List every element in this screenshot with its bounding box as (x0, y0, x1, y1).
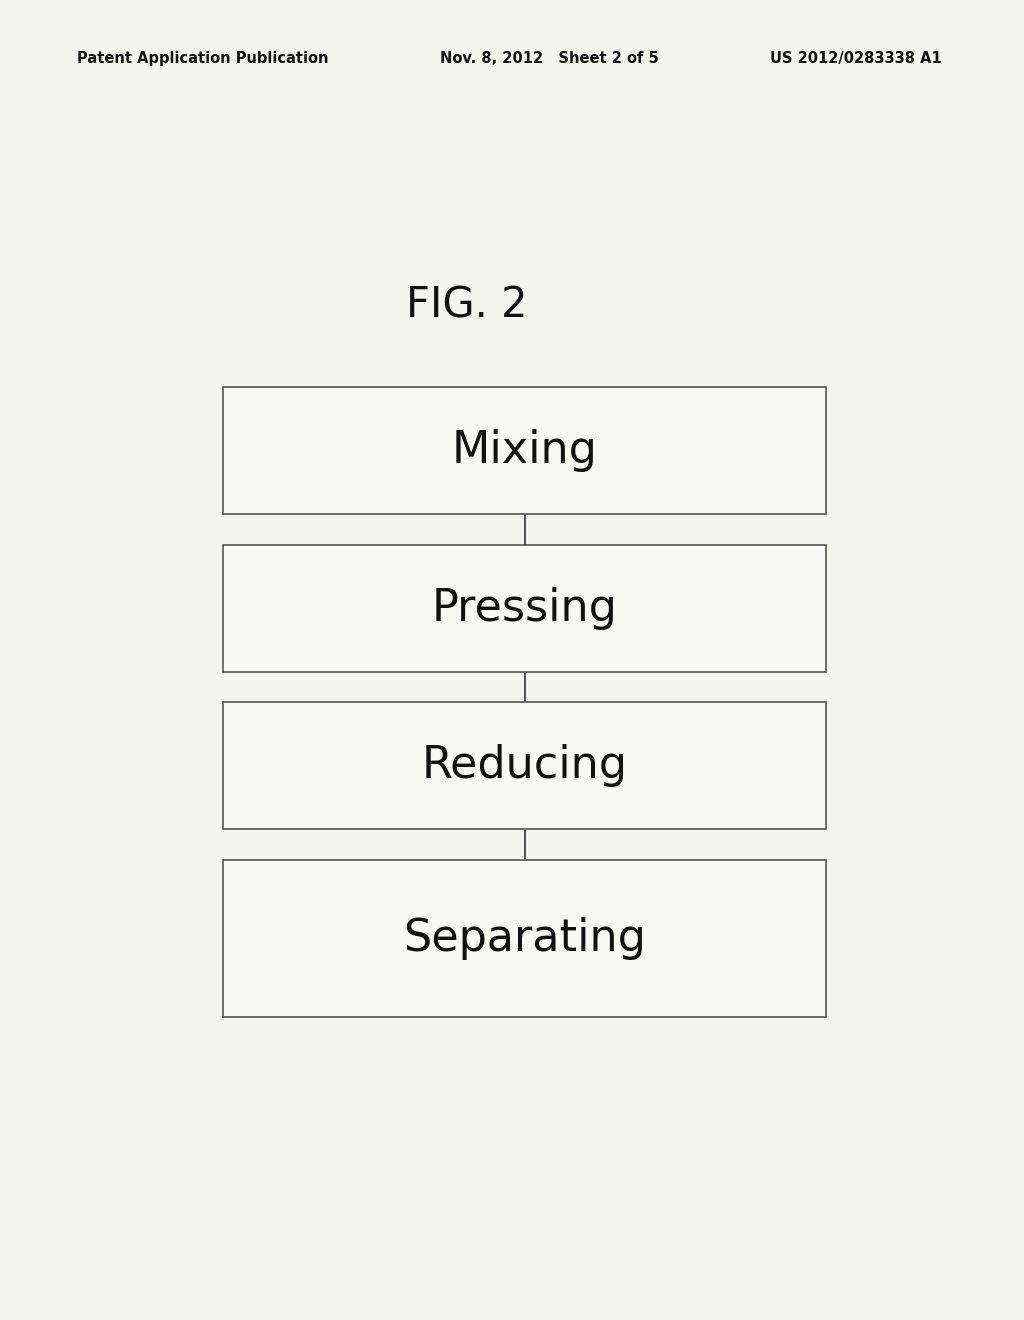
Bar (223, 545, 826, 672)
Text: Mixing: Mixing (452, 429, 598, 473)
Text: Separating: Separating (403, 917, 646, 960)
Text: Pressing: Pressing (432, 586, 617, 630)
Text: Reducing: Reducing (422, 744, 628, 787)
Text: FIG. 2: FIG. 2 (406, 285, 527, 327)
Text: US 2012/0283338 A1: US 2012/0283338 A1 (770, 50, 942, 66)
Text: Patent Application Publication: Patent Application Publication (77, 50, 329, 66)
Bar (223, 702, 826, 829)
Bar (223, 387, 826, 515)
Text: Nov. 8, 2012   Sheet 2 of 5: Nov. 8, 2012 Sheet 2 of 5 (440, 50, 659, 66)
Bar (223, 859, 826, 1018)
